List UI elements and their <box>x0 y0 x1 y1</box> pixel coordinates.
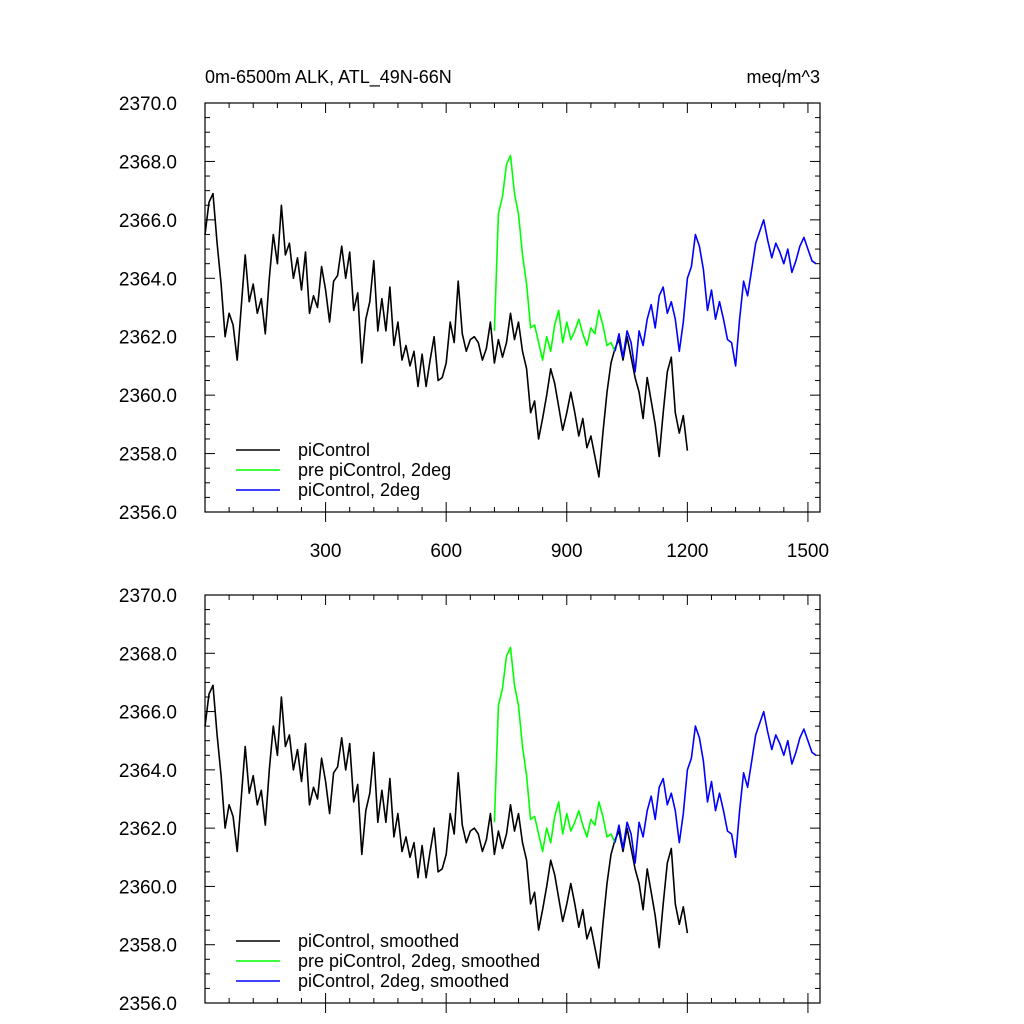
chart-1-legend-label-1: pre piControl, 2deg, smoothed <box>298 951 540 971</box>
chart-1-legend-label-0: piControl, smoothed <box>298 931 459 951</box>
chart-0-legend-label-1: pre piControl, 2deg <box>298 460 451 480</box>
top-panel: 2356.0 2358.0 2360.0 2362.0 2364.0 2366.0 2368… <box>119 94 829 562</box>
chart-0-series-line-2 <box>614 219 817 373</box>
chart-1-series-line-0 <box>204 684 689 969</box>
chart-1-y-tick-label: 2370.0 <box>119 586 177 607</box>
chart-0-y-tick-label: 2366.0 <box>119 211 177 232</box>
chart-1-y-tick-label: 2364.0 <box>119 761 177 782</box>
chart-0-legend-label-2: piControl, 2deg <box>298 480 420 500</box>
chart-0-x-tick-label: 1200 <box>666 541 708 562</box>
chart-1-y-tick-label: 2360.0 <box>119 877 177 898</box>
chart-1-y-tick-label: 2356.0 <box>119 994 177 1015</box>
chart-0-y-tick-label: 2364.0 <box>119 269 177 290</box>
chart-0-x-tick-label: 900 <box>551 541 583 562</box>
chart-0-y-tick-label: 2360.0 <box>119 386 177 407</box>
chart-0-series-line-0 <box>204 192 689 478</box>
bottom-panel: 2356.0 2358.0 2360.0 2362.0 2364.0 2366.0 2368… <box>119 586 821 1015</box>
chart-0-y-tick-label: 2370.0 <box>119 94 177 115</box>
chart-1-y-tick-label: 2368.0 <box>119 644 177 665</box>
chart-1-series-line-1 <box>493 646 616 853</box>
chart-1-legend-label-2: piControl, 2deg, smoothed <box>298 971 509 991</box>
chart-0-y-tick-label: 2358.0 <box>119 445 177 466</box>
chart-0-x-tick-label: 1500 <box>787 541 829 562</box>
chart-0-series-line-1 <box>493 154 616 361</box>
right-title: meq/m^3 <box>747 67 820 87</box>
chart-0-x-tick-label: 600 <box>430 541 462 562</box>
chart-1-y-tick-label: 2362.0 <box>119 819 177 840</box>
chart-0-y-tick-label: 2362.0 <box>119 328 177 349</box>
chart-1-series-line-2 <box>614 710 817 864</box>
chart-1-y-tick-label: 2358.0 <box>119 936 177 957</box>
chart-0-y-tick-label: 2356.0 <box>119 503 177 524</box>
chart-0-legend-label-0: piControl <box>298 440 370 460</box>
chart-0-y-tick-label: 2368.0 <box>119 152 177 173</box>
chart-0-x-tick-label: 300 <box>310 541 342 562</box>
chart-1-y-tick-label: 2366.0 <box>119 703 177 724</box>
left-title: 0m-6500m ALK, ATL_49N-66N <box>205 67 452 88</box>
